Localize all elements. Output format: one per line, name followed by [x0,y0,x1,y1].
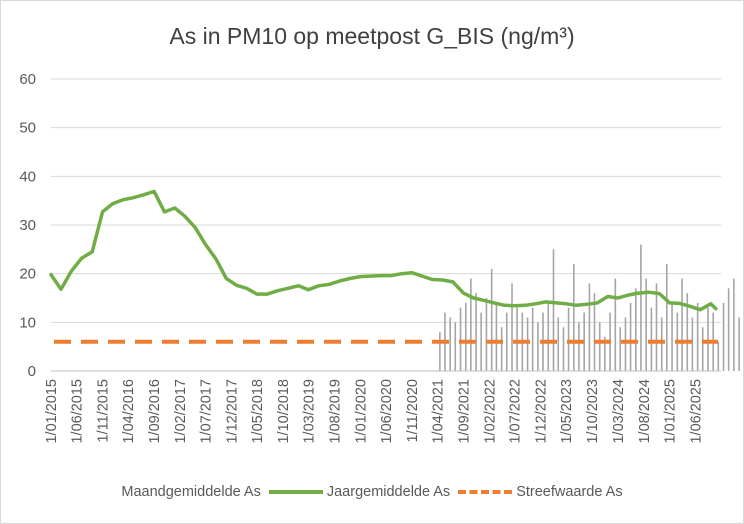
x-tick-label: 1/10/2018 [276,379,292,444]
x-tick-label: 1/09/2021 [456,379,472,444]
y-tick-label: 50 [19,120,36,137]
x-tick-label: 1/12/2022 [534,379,550,444]
x-tick-label: 1/09/2016 [147,379,163,444]
x-tick-label: 1/08/2019 [327,379,343,444]
chart-title: As in PM10 op meetpost G_BIS (ng/m³) [169,23,575,49]
x-tick-label: 1/04/2021 [431,379,447,444]
legend-label-streefwaarde: Streefwaarde As [516,484,623,500]
y-tick-label: 20 [19,266,36,283]
legend-item-maandgemiddelde: Maandgemiddelde As [121,484,260,500]
x-tick-label: 1/08/2024 [637,379,653,444]
y-tick-label: 60 [19,71,36,88]
legend-item-streefwaarde: Streefwaarde As [458,484,623,500]
x-tick-label: 1/06/2020 [379,379,395,444]
legend-swatch-streefwaarde [458,490,513,494]
x-tick-label: 1/03/2024 [611,379,627,444]
x-tick-label: 1/01/2025 [663,379,679,444]
x-tick-label: 1/11/2020 [405,379,421,442]
chart-legend: Maandgemiddelde As Jaargemiddelde As Str… [1,484,743,500]
line-jaargemiddelde [49,189,718,312]
x-tick-label: 1/02/2022 [482,379,498,444]
x-tick-label: 1/06/2015 [70,379,86,444]
legend-item-jaargemiddelde: Jaargemiddelde As [268,484,451,500]
x-tick-label: 1/12/2017 [224,379,240,444]
x-tick-label: 1/06/2025 [688,379,704,444]
x-tick-label: 1/03/2019 [301,379,317,444]
y-tick-label: 10 [19,314,36,331]
x-tick-label: 1/07/2022 [508,379,524,444]
legend-label-maandgemiddelde: Maandgemiddelde As [121,484,261,500]
x-tick-label: 1/05/2018 [250,379,266,444]
x-tick-label: 1/11/2015 [96,379,112,442]
x-tick-label: 1/05/2023 [559,379,575,444]
x-tick-label: 1/07/2017 [199,379,215,444]
y-tick-label: 30 [19,217,36,234]
legend-swatch-jaargemiddelde [268,490,323,494]
y-tick-label: 40 [19,168,36,185]
x-tick-label: 1/01/2020 [353,379,369,444]
x-tick-label: 1/01/2015 [44,379,60,444]
x-tick-label: 1/04/2016 [121,379,137,444]
x-tick-label: 1/10/2023 [585,379,601,444]
legend-label-jaargemiddelde: Jaargemiddelde As [326,484,451,500]
y-tick-label: 0 [28,363,36,380]
x-tick-label: 1/02/2017 [173,379,189,444]
